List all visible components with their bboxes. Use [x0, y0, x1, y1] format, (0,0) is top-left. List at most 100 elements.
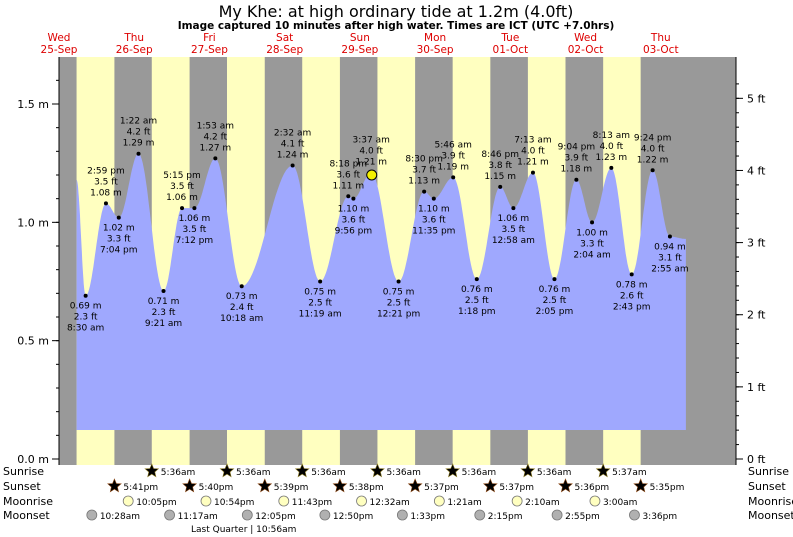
- day-name: Thu: [650, 32, 671, 44]
- tide-area-layer: [76, 153, 686, 430]
- day-date: 28-Sep: [266, 44, 303, 56]
- moonrise-icon: [200, 495, 212, 507]
- tide-label: 4.0 ft: [521, 147, 545, 157]
- legend-row-right: Moonset: [748, 509, 793, 522]
- tide-label: 7:13 am: [514, 136, 551, 146]
- chart-title: My Khe: at high ordinary tide at 1.2m (4…: [219, 2, 574, 21]
- tide-label: 2:55 am: [651, 265, 688, 275]
- tide-label: 2:05 pm: [536, 307, 574, 317]
- tide-label: 0.69 m: [70, 302, 102, 312]
- tide-label: 8:30 am: [67, 324, 104, 334]
- day-date: 27-Sep: [191, 44, 228, 56]
- moonset-icon: [629, 509, 640, 521]
- tide-label: 3.3 ft: [107, 235, 131, 245]
- tide-label: 3.9 ft: [565, 154, 589, 164]
- tide-point: [161, 288, 166, 293]
- moonrise-icon: [433, 495, 445, 507]
- legend-row-left: Moonrise: [3, 495, 53, 508]
- sunrise-time: 5:36am: [537, 468, 572, 478]
- tide-label: 4.0 ft: [599, 142, 623, 152]
- sunrise-icon: [144, 463, 160, 478]
- tide-label: 2.5 ft: [543, 296, 567, 306]
- moonset-time: 11:17am: [178, 512, 218, 522]
- sunrise-time: 5:36am: [161, 468, 196, 478]
- sunrise-time: 5:36am: [236, 468, 270, 478]
- tide-label: 3:37 am: [353, 136, 390, 146]
- day-date: 30-Sep: [417, 44, 454, 56]
- day-name: Tue: [500, 32, 519, 44]
- tide-point: [192, 206, 197, 211]
- tide-point: [83, 293, 88, 298]
- tide-label: 1.02 m: [103, 224, 135, 234]
- tide-point: [318, 279, 323, 284]
- tide-point: [552, 277, 557, 282]
- tide-label: 4.2 ft: [203, 132, 227, 142]
- tide-label: 3.5 ft: [94, 177, 118, 187]
- sunset-icon: [482, 478, 498, 493]
- tide-label: 1:53 am: [197, 121, 234, 131]
- day-name: Wed: [574, 32, 597, 44]
- day-date: 01-Oct: [493, 44, 529, 56]
- tide-label: 3.6 ft: [422, 216, 446, 226]
- tide-label: 0.73 m: [226, 292, 258, 302]
- legend-row-right: Moonrise: [748, 495, 793, 508]
- tide-label: 4.0 ft: [359, 147, 383, 157]
- tide-label: 7:12 pm: [176, 236, 214, 246]
- tide-label: 1.08 m: [90, 188, 122, 198]
- legend-row-left: Sunrise: [3, 465, 44, 478]
- tide-label: 1:18 pm: [458, 307, 496, 317]
- sunset-icon: [332, 478, 348, 493]
- tide-point: [511, 206, 516, 211]
- left-tick-label: 0.0 m: [17, 453, 49, 466]
- left-tick-label: 1.5 m: [17, 98, 49, 111]
- sunrise-icon: [219, 463, 235, 478]
- sunrise-icon: [445, 463, 461, 478]
- tide-point: [474, 277, 479, 282]
- sunrise-time: 5:36am: [386, 468, 421, 478]
- moonset-time: 3:36pm: [642, 512, 677, 522]
- day-date: 25-Sep: [41, 44, 78, 56]
- day-labels: Wed25-SepThu26-SepFri27-SepSat28-SepSun2…: [41, 32, 679, 56]
- moonset-icon: [396, 509, 408, 521]
- tide-point: [116, 215, 121, 220]
- tide-label: 1.29 m: [123, 139, 155, 149]
- sunset-time: 5:35pm: [650, 483, 685, 493]
- tide-label: 10:18 am: [220, 314, 263, 324]
- right-tick-label: 4 ft: [747, 164, 766, 177]
- moonset-icon: [86, 509, 98, 521]
- tide-labels: 0.69 m2.3 ft8:30 am2:59 pm3.5 ft1.08 m1.…: [67, 117, 689, 334]
- sunset-time: 5:36pm: [574, 483, 609, 493]
- tide-label: 1.19 m: [437, 162, 469, 172]
- moonset-time: 2:15pm: [488, 512, 523, 522]
- tide-point: [103, 201, 108, 206]
- tide-label: 2.4 ft: [230, 303, 254, 313]
- tide-point: [290, 163, 295, 168]
- legend-row-left: Moonset: [3, 509, 50, 522]
- tide-label: 3.5 ft: [502, 225, 526, 235]
- tide-label: 1.13 m: [408, 177, 440, 187]
- tide-label: 3.5 ft: [183, 225, 207, 235]
- right-tick-label: 0 ft: [747, 453, 766, 466]
- sunset-icon: [558, 478, 573, 493]
- sunrise-time: 5:36am: [311, 468, 346, 478]
- tide-label: 3.8 ft: [488, 161, 512, 171]
- tide-label: 0.71 m: [148, 297, 180, 307]
- moonset-time: 10:28am: [100, 512, 140, 522]
- tide-label: 1.00 m: [576, 228, 608, 238]
- day-name: Wed: [48, 32, 71, 44]
- tide-label: 2:43 pm: [613, 302, 651, 312]
- tide-label: 2.3 ft: [152, 308, 176, 318]
- tide-point: [451, 175, 456, 180]
- tide-label: 1.22 m: [637, 155, 669, 165]
- tide-label: 11:19 am: [299, 310, 342, 320]
- tide-label: 4.1 ft: [281, 140, 305, 150]
- night-band: [59, 57, 77, 465]
- right-tick-label: 1 ft: [747, 381, 766, 394]
- tide-label: 1.27 m: [200, 143, 232, 153]
- tide-point: [136, 151, 141, 156]
- left-tick-label: 0.5 m: [17, 335, 49, 348]
- moonset-icon: [164, 509, 175, 521]
- sunset-icon: [182, 478, 198, 493]
- sunset-time: 5:40pm: [199, 483, 234, 493]
- tide-label: 1.11 m: [332, 181, 364, 191]
